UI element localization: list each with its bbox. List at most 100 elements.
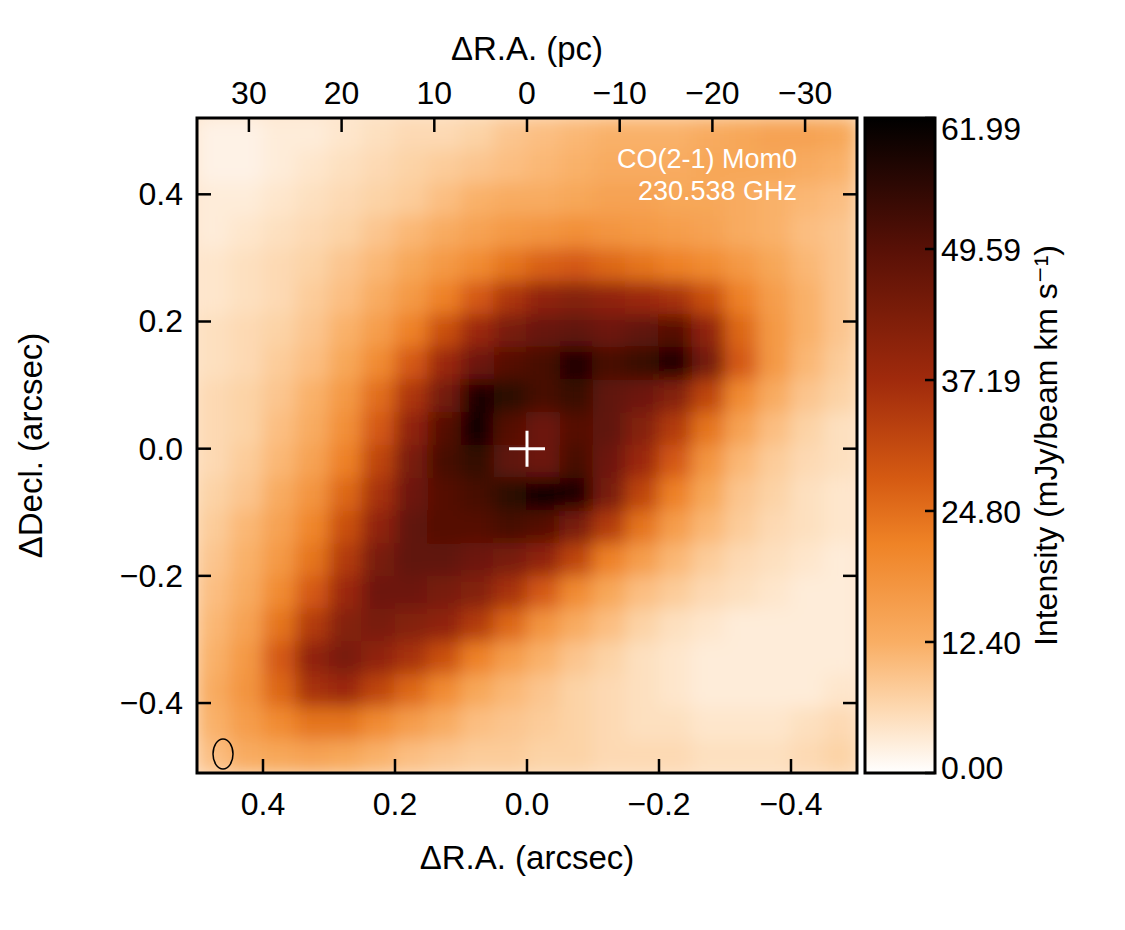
- cell: [527, 707, 561, 741]
- cell: [263, 118, 297, 151]
- cell: [725, 216, 759, 250]
- cell: [824, 609, 858, 643]
- cell: [758, 412, 792, 446]
- colorbar-tick: [925, 379, 935, 382]
- cell: [428, 281, 462, 315]
- cell: [296, 511, 330, 545]
- y-tick-label: 0.0: [139, 431, 183, 467]
- x2-tick: [711, 118, 714, 132]
- cell: [230, 609, 264, 643]
- cell: [230, 380, 264, 414]
- cell: [626, 380, 660, 414]
- cell: [296, 183, 330, 217]
- colorbar-tick: [925, 772, 935, 775]
- cell: [791, 380, 825, 414]
- cell: [659, 314, 693, 348]
- cell: [230, 740, 264, 773]
- cell: [461, 118, 495, 151]
- cell: [230, 511, 264, 545]
- cell: [494, 347, 528, 381]
- cell: [296, 281, 330, 315]
- cell: [725, 740, 759, 773]
- cell: [824, 380, 858, 414]
- cell: [758, 445, 792, 479]
- cell: [395, 576, 429, 610]
- cell: [626, 543, 660, 577]
- cell: [593, 543, 627, 577]
- x-tick: [658, 759, 661, 773]
- cell: [197, 118, 231, 151]
- cell: [197, 281, 231, 315]
- x2-tick-label: −10: [593, 75, 647, 111]
- cell: [428, 314, 462, 348]
- cell: [560, 216, 594, 250]
- cell: [692, 281, 726, 315]
- cell: [791, 412, 825, 446]
- cell: [824, 707, 858, 741]
- cell: [428, 740, 462, 773]
- cell: [560, 674, 594, 708]
- cell: [428, 445, 462, 479]
- cell: [263, 511, 297, 545]
- colorbar-frame: [865, 118, 935, 773]
- cell: [593, 511, 627, 545]
- cell: [230, 576, 264, 610]
- cell: [560, 609, 594, 643]
- annotation: CO(2-1) Mom0: [617, 144, 797, 174]
- cell: [230, 216, 264, 250]
- cell: [659, 576, 693, 610]
- x2-tick-label: 10: [417, 75, 453, 111]
- cell: [494, 478, 528, 512]
- x2-tick-label: 20: [324, 75, 360, 111]
- cell: [197, 707, 231, 741]
- cell: [494, 118, 528, 151]
- y-tick-right: [843, 447, 857, 450]
- cell: [527, 478, 561, 512]
- cell: [296, 118, 330, 151]
- cell: [626, 674, 660, 708]
- cell: [230, 150, 264, 184]
- cell: [230, 445, 264, 479]
- cell: [296, 478, 330, 512]
- cell: [791, 674, 825, 708]
- cell: [329, 511, 363, 545]
- y-axis-title: ΔDecl. (arcsec): [12, 333, 49, 559]
- colorbar-tick: [925, 641, 935, 644]
- x-tick: [394, 759, 397, 773]
- cell: [362, 674, 396, 708]
- x2-tick-label: 0: [518, 75, 536, 111]
- cell: [659, 642, 693, 676]
- cell: [692, 609, 726, 643]
- cell: [692, 249, 726, 283]
- cell: [296, 543, 330, 577]
- cell: [758, 707, 792, 741]
- cell: [725, 543, 759, 577]
- cell: [560, 707, 594, 741]
- cell: [230, 412, 264, 446]
- cell: [395, 118, 429, 151]
- cell: [725, 674, 759, 708]
- y-tick-label: −0.2: [120, 558, 183, 594]
- cell: [527, 118, 561, 151]
- x2-axis-title: ΔR.A. (pc): [451, 30, 603, 67]
- cell: [593, 412, 627, 446]
- cell: [329, 183, 363, 217]
- cell: [692, 445, 726, 479]
- cell: [197, 511, 231, 545]
- cell: [296, 740, 330, 773]
- cell: [626, 347, 660, 381]
- cell: [329, 609, 363, 643]
- cell: [428, 412, 462, 446]
- cell: [692, 576, 726, 610]
- y-tick-right: [843, 193, 857, 196]
- cell: [758, 478, 792, 512]
- cell: [461, 380, 495, 414]
- cell: [263, 412, 297, 446]
- cell: [494, 707, 528, 741]
- cell: [461, 642, 495, 676]
- cell: [560, 249, 594, 283]
- cell: [527, 150, 561, 184]
- cell: [758, 511, 792, 545]
- colorbar-tick-label: 37.19: [941, 363, 1021, 399]
- cell: [626, 609, 660, 643]
